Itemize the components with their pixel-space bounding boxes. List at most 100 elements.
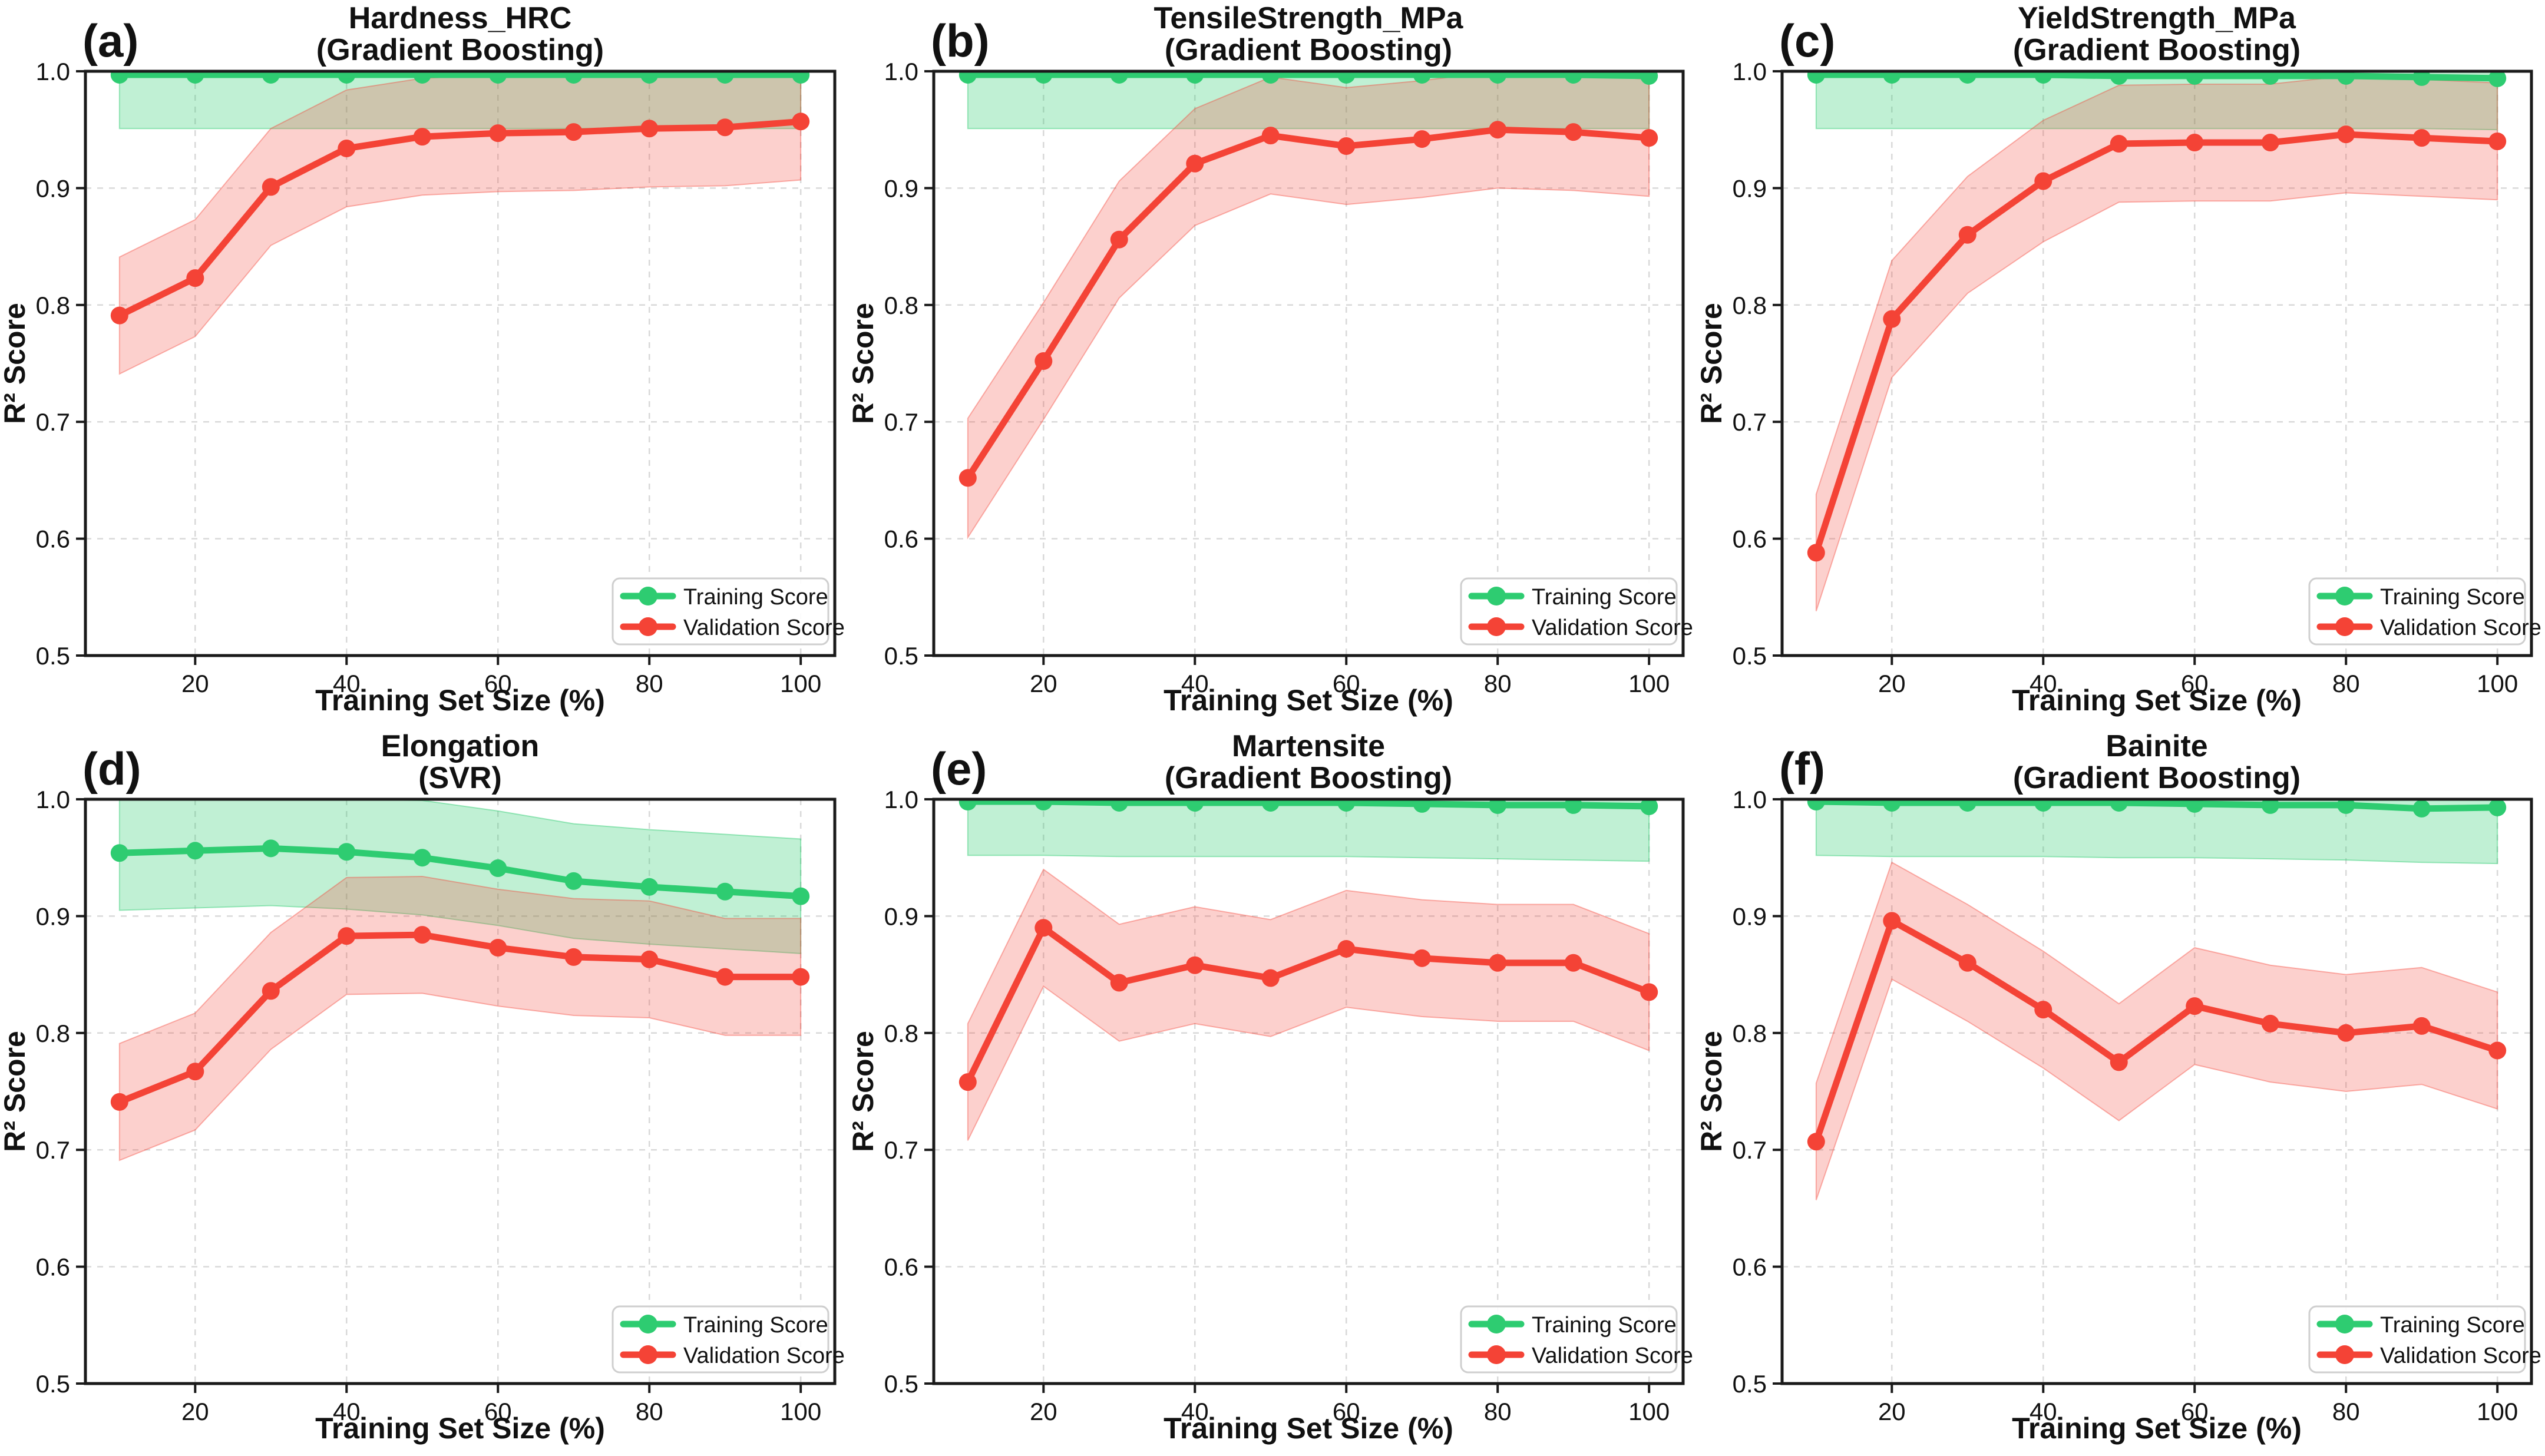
panel-title: Hardness_HRC	[349, 1, 572, 35]
training-line	[116, 845, 804, 900]
x-tick-label: 100	[1628, 670, 1670, 697]
y-axis-label: R² Score	[848, 303, 880, 424]
plot-border	[84, 798, 837, 1385]
panel-label: (a)	[82, 15, 138, 67]
y-tick-label: 0.8	[36, 1020, 70, 1047]
y-tick-label: 0.6	[1733, 525, 1767, 553]
training-markers	[958, 71, 1658, 85]
y-ticks: 0.5 0.6 0.7 0.8 0.9 1.0	[36, 58, 85, 670]
legend: Training Score Validation Score	[612, 1305, 845, 1374]
panel-subtitle: (Gradient Boosting)	[1165, 761, 1452, 795]
x-tick-label: 20	[1878, 670, 1906, 697]
x-tick-label: 20	[1878, 1398, 1906, 1425]
y-ticks: 0.5 0.6 0.7 0.8 0.9 1.0	[36, 786, 85, 1398]
x-tick-label: 100	[2477, 1398, 2518, 1425]
legend-label-training: Training Score	[1532, 585, 1677, 610]
y-axis-label: R² Score	[0, 303, 31, 424]
y-tick-label: 0.9	[1733, 902, 1767, 930]
y-tick-label: 0.8	[36, 292, 70, 319]
x-tick-label: 60	[2181, 670, 2209, 697]
legend: Training Score Validation Score	[2308, 1305, 2541, 1374]
y-tick-label: 0.7	[1733, 408, 1767, 436]
y-tick-label: 0.5	[884, 642, 918, 670]
y-tick-label: 1.0	[36, 786, 70, 813]
panel-subtitle: (Gradient Boosting)	[1165, 33, 1452, 67]
chart-panel-a: 20 40 60 80 100 0.5 0.6 0.7 0.8 0.9 1.0 Hardness_HR…	[0, 0, 848, 728]
x-tick-label: 40	[333, 1398, 361, 1425]
chart-panel-f: 20 40 60 80 100 0.5 0.6 0.7 0.8 0.9 1.0 Bainite(Gra…	[1697, 728, 2545, 1456]
panel-a: 20 40 60 80 100 0.5 0.6 0.7 0.8 0.9 1.0 Hardness_HR…	[0, 0, 848, 728]
x-axis-label: Training Set Size (%)	[1164, 1412, 1453, 1445]
panel-label: (f)	[1779, 743, 1825, 795]
plot-border	[1780, 798, 2533, 1385]
x-ticks: 20 40 60 80 100	[1030, 1384, 1670, 1425]
training-band	[967, 799, 1650, 862]
y-tick-label: 0.7	[36, 1136, 70, 1164]
y-tick-label: 1.0	[1733, 58, 1767, 85]
legend-label-training: Training Score	[1532, 1313, 1677, 1338]
legend: Training Score Validation Score	[2308, 577, 2541, 646]
validation-line	[116, 931, 804, 1106]
x-tick-label: 40	[1181, 1398, 1209, 1425]
panel-e: 20 40 60 80 100 0.5 0.6 0.7 0.8 0.9 1.0 Martensite(…	[848, 728, 1697, 1456]
y-axis-label: R² Score	[1697, 303, 1728, 424]
validation-band	[967, 71, 1650, 540]
x-ticks: 20 40 60 80 100	[1030, 656, 1670, 697]
y-tick-label: 0.9	[884, 174, 918, 202]
y-tick-label: 0.7	[884, 1136, 918, 1164]
legend-label-training: Training Score	[2380, 1313, 2525, 1338]
training-band	[967, 71, 1650, 130]
chart-panel-b: 20 40 60 80 100 0.5 0.6 0.7 0.8 0.9 1.0 TensileStre…	[848, 0, 1697, 728]
y-ticks: 0.5 0.6 0.7 0.8 0.9 1.0	[884, 58, 934, 670]
training-markers	[1807, 799, 2507, 818]
gridlines	[85, 71, 835, 656]
training-line	[1813, 71, 2501, 82]
validation-band	[967, 868, 1650, 1141]
chart-panel-e: 20 40 60 80 1000.50.60.70.80.91.0Martensite(…	[848, 728, 1697, 1456]
x-ticks: 20 40 60 80 100	[181, 656, 821, 697]
panel-subtitle: (Gradient Boosting)	[316, 33, 604, 67]
y-tick-label: 0.8	[884, 1020, 918, 1047]
training-band	[1815, 799, 2498, 865]
y-ticks: 0.5 0.6 0.7 0.8 0.9 1.0	[884, 786, 934, 1398]
x-ticks: 20 40 60 80 100	[1878, 1384, 2518, 1425]
validation-markers	[1807, 125, 2507, 562]
validation-line	[116, 118, 804, 319]
training-markers	[110, 839, 810, 905]
y-tick-label: 0.6	[884, 1253, 918, 1281]
gridlines	[934, 799, 1683, 1384]
plot-border	[1780, 70, 2533, 657]
x-tick-label: 40	[1181, 670, 1209, 697]
y-tick-label: 0.5	[884, 1370, 918, 1398]
y-tick-label: 0.9	[1733, 174, 1767, 202]
y-tick-label: 0.5	[1733, 642, 1767, 670]
x-tick-label: 20	[181, 670, 209, 697]
y-tick-label: 0.6	[884, 525, 918, 553]
plot-border	[932, 70, 1685, 657]
y-tick-label: 0.7	[36, 408, 70, 436]
legend-label-validation: Validation Score	[683, 616, 845, 640]
validation-markers	[110, 112, 810, 325]
y-tick-label: 0.5	[36, 642, 70, 670]
panel-title: Bainite	[2106, 729, 2207, 763]
x-tick-label: 80	[1484, 1398, 1512, 1425]
x-tick-label: 60	[1333, 1398, 1360, 1425]
y-axis-label: R² Score	[0, 1031, 31, 1152]
y-tick-label: 1.0	[36, 58, 70, 85]
gridlines	[934, 71, 1683, 656]
training-line	[964, 71, 1652, 80]
panel-c: 20 40 60 80 100 0.5 0.6 0.7 0.8 0.9 1.0 YieldStreng…	[1697, 0, 2545, 728]
y-tick-label: 0.6	[36, 525, 70, 553]
y-ticks: 0.5 0.6 0.7 0.8 0.9 1.0	[1733, 786, 1782, 1398]
x-tick-label: 60	[484, 1398, 512, 1425]
validation-markers	[958, 121, 1658, 487]
x-tick-label: 60	[1333, 670, 1360, 697]
legend-label-validation: Validation Score	[2380, 616, 2541, 640]
panel-label: (d)	[82, 743, 141, 795]
y-axis-label: R² Score	[1697, 1031, 1728, 1152]
y-tick-label: 0.6	[36, 1253, 70, 1281]
x-ticks: 20 40 60 80 100	[181, 1384, 821, 1425]
x-axis-label: Training Set Size (%)	[315, 1412, 605, 1445]
panel-label: (c)	[1779, 15, 1835, 67]
panel-subtitle: (Gradient Boosting)	[2013, 761, 2301, 795]
